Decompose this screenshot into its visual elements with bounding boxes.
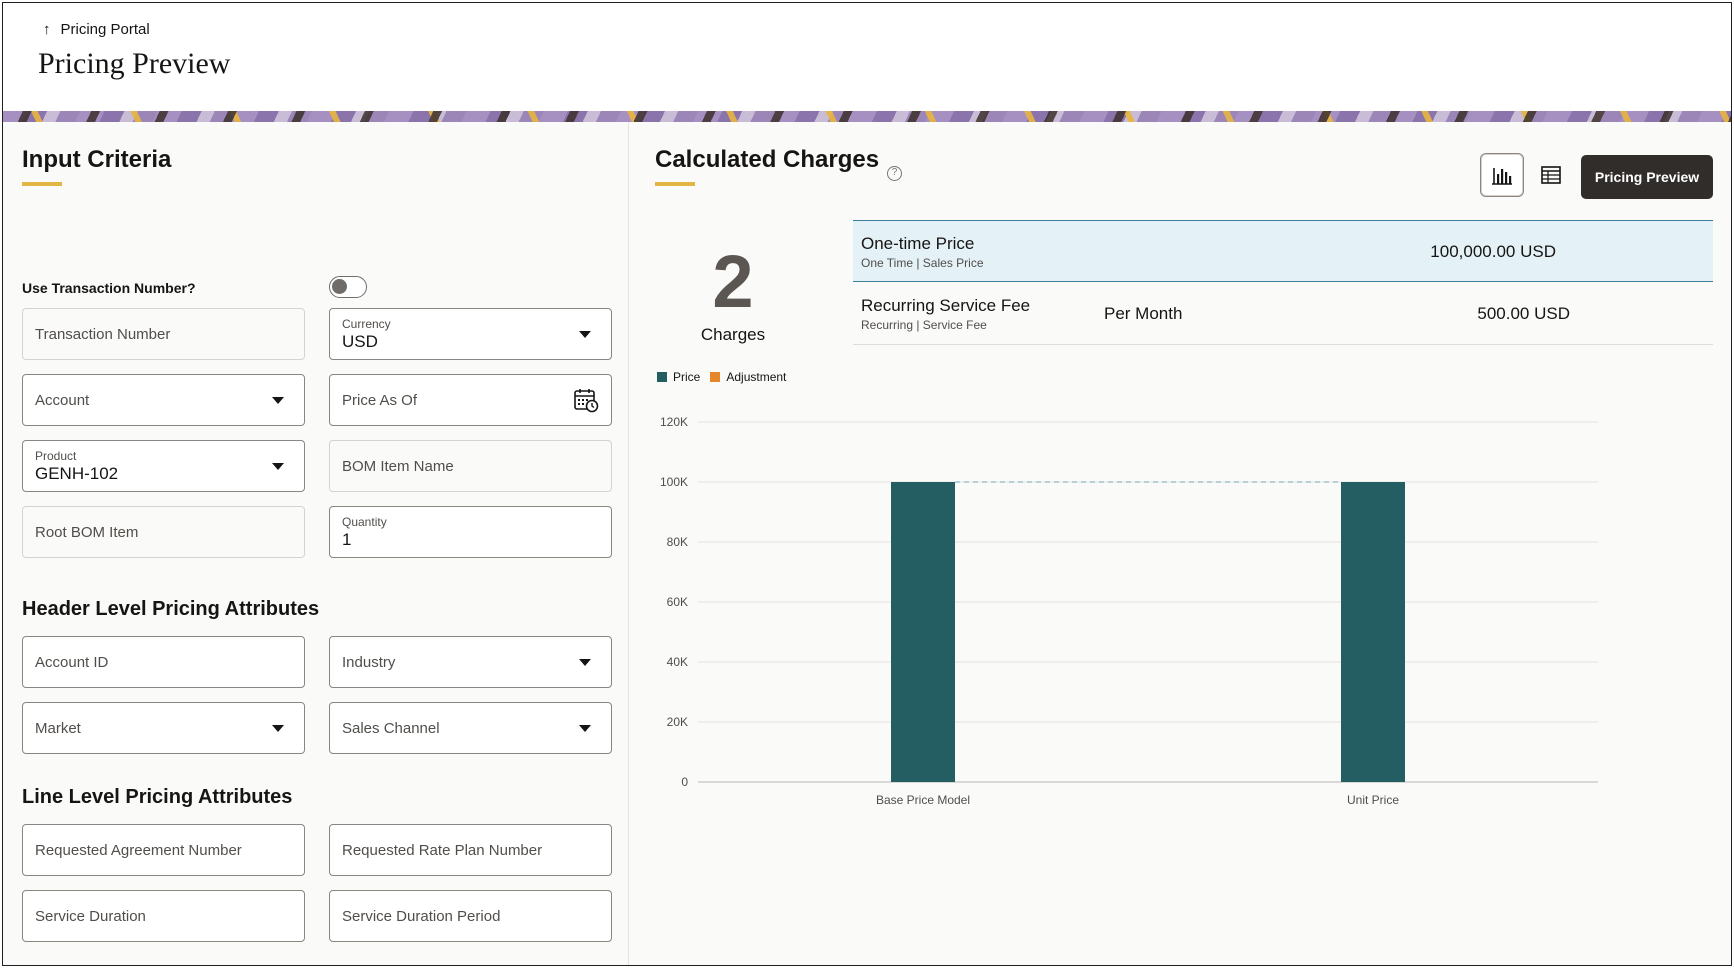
- market-select[interactable]: Market: [22, 702, 305, 754]
- charge-row[interactable]: One-time Price One Time | Sales Price 10…: [853, 220, 1713, 282]
- requested-rate-plan-number-field[interactable]: Requested Rate Plan Number: [329, 824, 612, 876]
- input-criteria-panel: Input Criteria Use Transaction Number? T…: [3, 122, 629, 965]
- currency-label: Currency: [342, 317, 391, 331]
- market-placeholder: Market: [35, 720, 81, 737]
- industry-select[interactable]: Industry: [329, 636, 612, 688]
- help-icon[interactable]: ?: [887, 166, 902, 181]
- chart-view-button[interactable]: [1480, 153, 1524, 197]
- y-tick-label: 60K: [667, 595, 688, 609]
- chevron-down-icon[interactable]: [579, 725, 591, 732]
- calculated-charges-panel: Calculated Charges ?: [630, 122, 1731, 965]
- chart-legend: Price Adjustment: [657, 370, 786, 384]
- main-content: Input Criteria Use Transaction Number? T…: [3, 122, 1731, 965]
- price-as-of-date-field[interactable]: Price As Of: [329, 374, 612, 426]
- y-tick-label: 80K: [667, 535, 688, 549]
- chevron-down-icon[interactable]: [579, 331, 591, 338]
- bom-item-name-field[interactable]: BOM Item Name: [329, 440, 612, 492]
- input-criteria-title: Input Criteria: [22, 146, 172, 173]
- sales-channel-placeholder: Sales Channel: [342, 720, 440, 737]
- arrow-up-icon: ↑: [43, 21, 51, 38]
- transaction-number-placeholder: Transaction Number: [35, 326, 171, 343]
- charge-name: Recurring Service Fee: [861, 296, 1031, 315]
- legend-item-adjustment[interactable]: Adjustment: [710, 370, 786, 384]
- product-select[interactable]: Product GENH-102: [22, 440, 305, 492]
- charge-amount: 100,000.00 USD: [1430, 242, 1556, 261]
- bar-price[interactable]: [1341, 482, 1405, 782]
- service-duration-placeholder: Service Duration: [35, 908, 146, 925]
- table-icon: [1541, 166, 1561, 184]
- use-transaction-number-label: Use Transaction Number?: [22, 280, 196, 296]
- industry-placeholder: Industry: [342, 654, 396, 671]
- service-duration-field[interactable]: Service Duration: [22, 890, 305, 942]
- service-duration-period-placeholder: Service Duration Period: [342, 908, 501, 925]
- title-underline: [655, 182, 695, 186]
- title-underline: [22, 182, 62, 186]
- back-link[interactable]: ↑ Pricing Portal: [43, 21, 150, 38]
- quantity-value: 1: [342, 530, 352, 549]
- charge-frequency: Per Month: [1104, 304, 1183, 323]
- y-tick-label: 100K: [660, 475, 688, 489]
- requested-rate-plan-number-placeholder: Requested Rate Plan Number: [342, 842, 543, 859]
- account-placeholder: Account: [35, 392, 90, 409]
- decorative-banner: [3, 111, 1731, 122]
- chevron-down-icon[interactable]: [272, 725, 284, 732]
- currency-value: USD: [342, 332, 378, 351]
- toggle-knob: [332, 279, 347, 294]
- header-attributes-title: Header Level Pricing Attributes: [22, 598, 320, 620]
- charge-row[interactable]: Recurring Service Fee Recurring | Servic…: [853, 283, 1713, 345]
- charge-amount: 500.00 USD: [1477, 304, 1570, 323]
- charges-bar-chart: 0 20K 40K 60K 80K 100K 120K Base Price Model Uni…: [660, 415, 1598, 807]
- x-tick-label: Base Price Model: [876, 793, 970, 807]
- product-value: GENH-102: [35, 464, 119, 483]
- charge-name: One-time Price: [861, 234, 975, 253]
- legend-swatch-price: [657, 372, 667, 382]
- service-duration-period-field[interactable]: Service Duration Period: [329, 890, 612, 942]
- calculated-charges-title: Calculated Charges: [655, 146, 880, 173]
- pricing-preview-button[interactable]: Pricing Preview: [1581, 155, 1713, 199]
- legend-label-price: Price: [673, 370, 701, 384]
- product-label: Product: [35, 449, 77, 463]
- quantity-label: Quantity: [342, 515, 387, 529]
- y-tick-label: 40K: [667, 655, 688, 669]
- bar-chart-icon: [1492, 168, 1512, 185]
- legend-item-price[interactable]: Price: [657, 370, 700, 384]
- sales-channel-select[interactable]: Sales Channel: [329, 702, 612, 754]
- account-select[interactable]: Account: [22, 374, 305, 426]
- account-id-field[interactable]: Account ID: [22, 636, 305, 688]
- requested-agreement-number-placeholder: Requested Agreement Number: [35, 842, 242, 859]
- calendar-icon[interactable]: [573, 387, 599, 413]
- chevron-down-icon[interactable]: [272, 463, 284, 470]
- requested-agreement-number-field[interactable]: Requested Agreement Number: [22, 824, 305, 876]
- charges-count-label: Charges: [700, 325, 766, 344]
- bom-item-name-placeholder: BOM Item Name: [342, 458, 454, 475]
- account-id-placeholder: Account ID: [35, 654, 109, 671]
- bar-price[interactable]: [891, 482, 955, 782]
- y-tick-label: 120K: [660, 415, 688, 429]
- page-header: ↑ Pricing Portal Pricing Preview: [3, 3, 1731, 114]
- use-transaction-number-toggle[interactable]: [329, 276, 367, 298]
- chevron-down-icon[interactable]: [272, 397, 284, 404]
- legend-label-adjustment: Adjustment: [726, 370, 787, 384]
- back-link-label: Pricing Portal: [60, 21, 150, 38]
- y-tick-label: 20K: [667, 715, 688, 729]
- page-title: Pricing Preview: [38, 47, 231, 80]
- charge-meta: One Time | Sales Price: [861, 256, 984, 270]
- charge-meta: Recurring | Service Fee: [861, 318, 987, 332]
- charges-count: 2: [712, 240, 754, 323]
- root-bom-item-field[interactable]: Root BOM Item: [22, 506, 305, 558]
- transaction-number-field[interactable]: Transaction Number: [22, 308, 305, 360]
- price-as-of-placeholder: Price As Of: [342, 392, 418, 409]
- x-tick-label: Unit Price: [1347, 793, 1399, 807]
- table-view-button[interactable]: [1529, 153, 1573, 197]
- y-tick-label: 0: [681, 775, 688, 789]
- root-bom-item-placeholder: Root BOM Item: [35, 524, 139, 541]
- chevron-down-icon[interactable]: [579, 659, 591, 666]
- quantity-field[interactable]: Quantity 1: [329, 506, 612, 558]
- currency-select[interactable]: Currency USD: [329, 308, 612, 360]
- line-attributes-title: Line Level Pricing Attributes: [22, 786, 293, 808]
- legend-swatch-adjustment: [710, 372, 721, 382]
